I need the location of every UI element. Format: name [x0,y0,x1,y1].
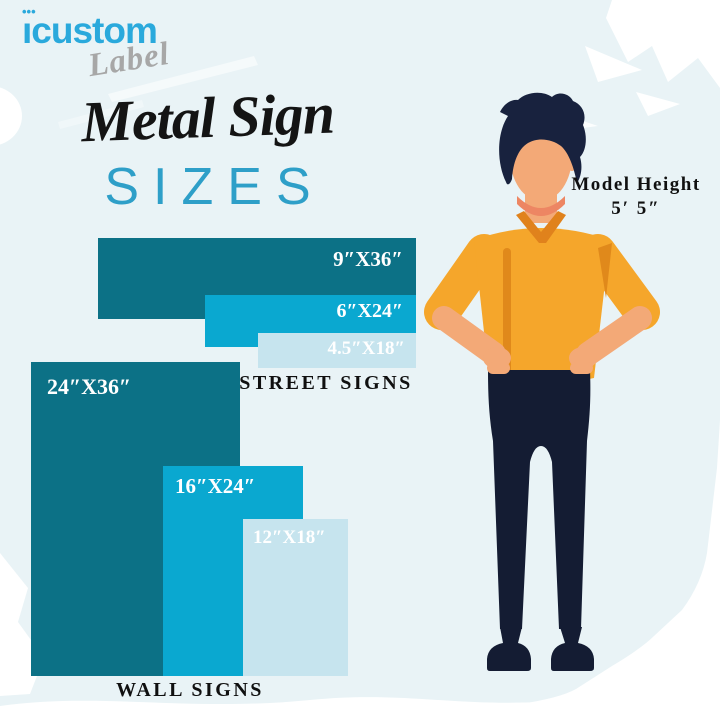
street-sign-size-label: 6″X24″ [336,300,403,322]
logo-i-dots: ••• [22,4,36,19]
logo-i-glyph: ••• ı [22,5,36,51]
brand-logo-wordmark: ••• ı custom [22,5,158,51]
model-height-value: 5′ 5″ [611,198,661,219]
wall-sign-size-label: 24″X36″ [47,374,132,399]
model-height-label: Model Height [571,174,701,195]
street-sign-size-label: 4.5″X18″ [327,338,405,359]
wall-sign-rect-12x18: 12″X18″ [243,519,348,676]
logo-i-stem: ı [22,10,32,51]
page-subtitle: SIZES [104,158,325,216]
street-signs-group-label: STREET SIGNS [239,372,413,394]
wall-sign-size-label: 12″X18″ [253,527,326,548]
wall-signs-group-label: WALL SIGNS [116,679,264,701]
model-height-annotation: Model Height 5′ 5″ [560,174,712,220]
wall-sign-size-label: 16″X24″ [175,474,256,498]
brand-logo: ••• ı custom Label [22,5,172,84]
street-sign-bar-4.5x18: 4.5″X18″ [258,333,416,368]
page-title: Metal Sign [80,80,335,155]
street-sign-size-label: 9″X36″ [333,247,403,271]
logo-brand-text: custom [31,10,158,51]
